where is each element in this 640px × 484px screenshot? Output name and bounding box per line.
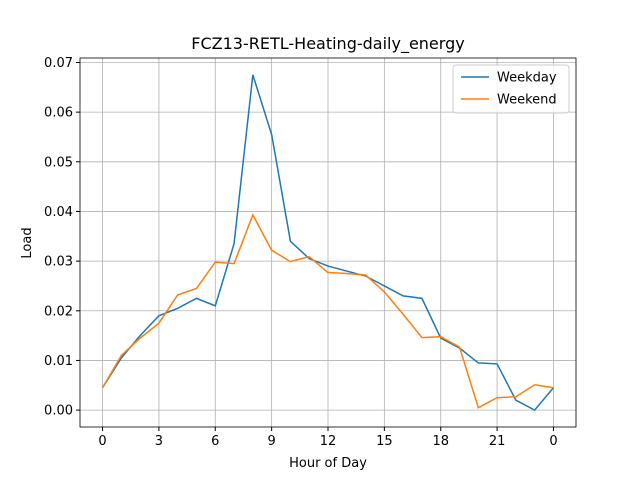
y-tick-label: 0.05 [44, 155, 73, 170]
y-tick-label: 0.00 [44, 404, 73, 419]
x-tick-label: 15 [376, 434, 393, 449]
y-tick-label: 0.04 [44, 205, 73, 220]
plot-frame [79, 57, 577, 428]
legend-label: Weekday [497, 71, 557, 86]
y-tick-label: 0.02 [44, 304, 73, 319]
chart-title: FCZ13-RETL-Heating-daily_energy [191, 34, 464, 54]
x-tick-label: 0 [98, 434, 106, 449]
data-line [101, 213, 554, 409]
y-axis-label: Load [20, 227, 35, 258]
y-tick-label: 0.01 [44, 354, 73, 369]
y-tick-label: 0.03 [44, 255, 73, 270]
y-tick-label: 0.06 [44, 106, 73, 121]
x-tick-label: 18 [432, 434, 449, 449]
data-line [101, 74, 555, 412]
x-axis-label: Hour of Day [289, 456, 367, 471]
x-tick-label: 21 [489, 434, 506, 449]
x-tick-label: 9 [267, 434, 275, 449]
x-tick-label: 6 [211, 434, 219, 449]
legend-label: Weekend [497, 93, 557, 108]
legend: Weekday Weekend [452, 64, 570, 114]
x-tick-label: 3 [155, 434, 163, 449]
y-tick-label: 0.07 [44, 56, 73, 71]
x-tick-label: 0 [549, 434, 557, 449]
x-tick-label: 12 [320, 434, 337, 449]
